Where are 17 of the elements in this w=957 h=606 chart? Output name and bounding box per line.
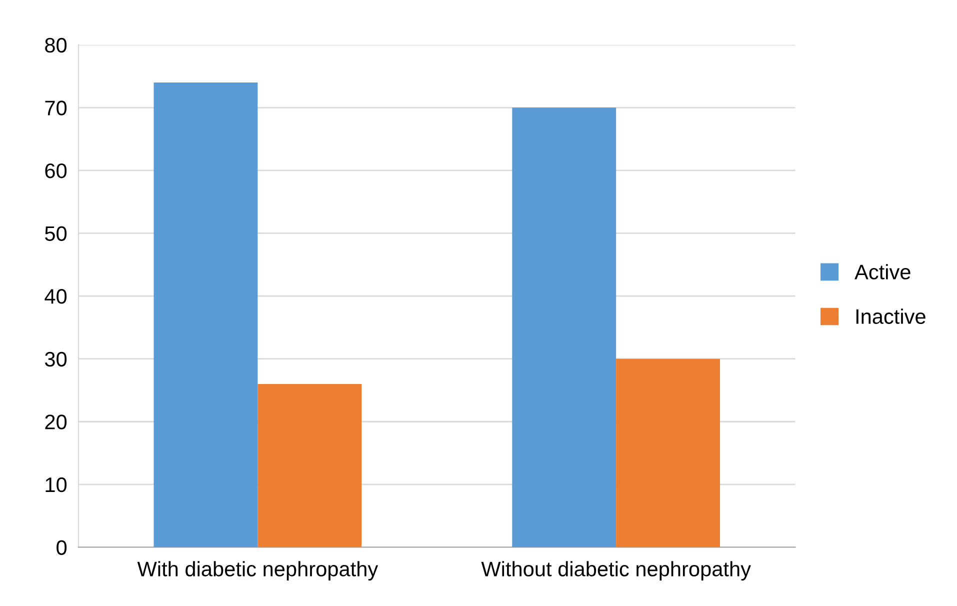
- y-tick-label: 30: [44, 352, 67, 367]
- y-tick-label: 60: [45, 163, 67, 178]
- legend-label: Active: [854, 264, 910, 280]
- y-tick-label: 40: [44, 289, 67, 304]
- y-tick-label: 50: [45, 226, 67, 241]
- y-tick-label: 0: [56, 540, 67, 555]
- bar: [616, 358, 720, 548]
- y-tick-label: 70: [45, 100, 67, 116]
- legend-label: Inactive: [856, 308, 926, 324]
- y-tick-label: 10: [46, 477, 67, 492]
- bar: [258, 384, 362, 548]
- bar: [154, 82, 258, 548]
- x-tick-label: With diabetic nephropathy: [137, 561, 378, 581]
- x-tick-label: Without diabetic nephropathy: [481, 561, 751, 581]
- y-tick-label: 80: [45, 38, 67, 53]
- y-tick-label: 20: [45, 414, 67, 430]
- bar: [512, 108, 616, 548]
